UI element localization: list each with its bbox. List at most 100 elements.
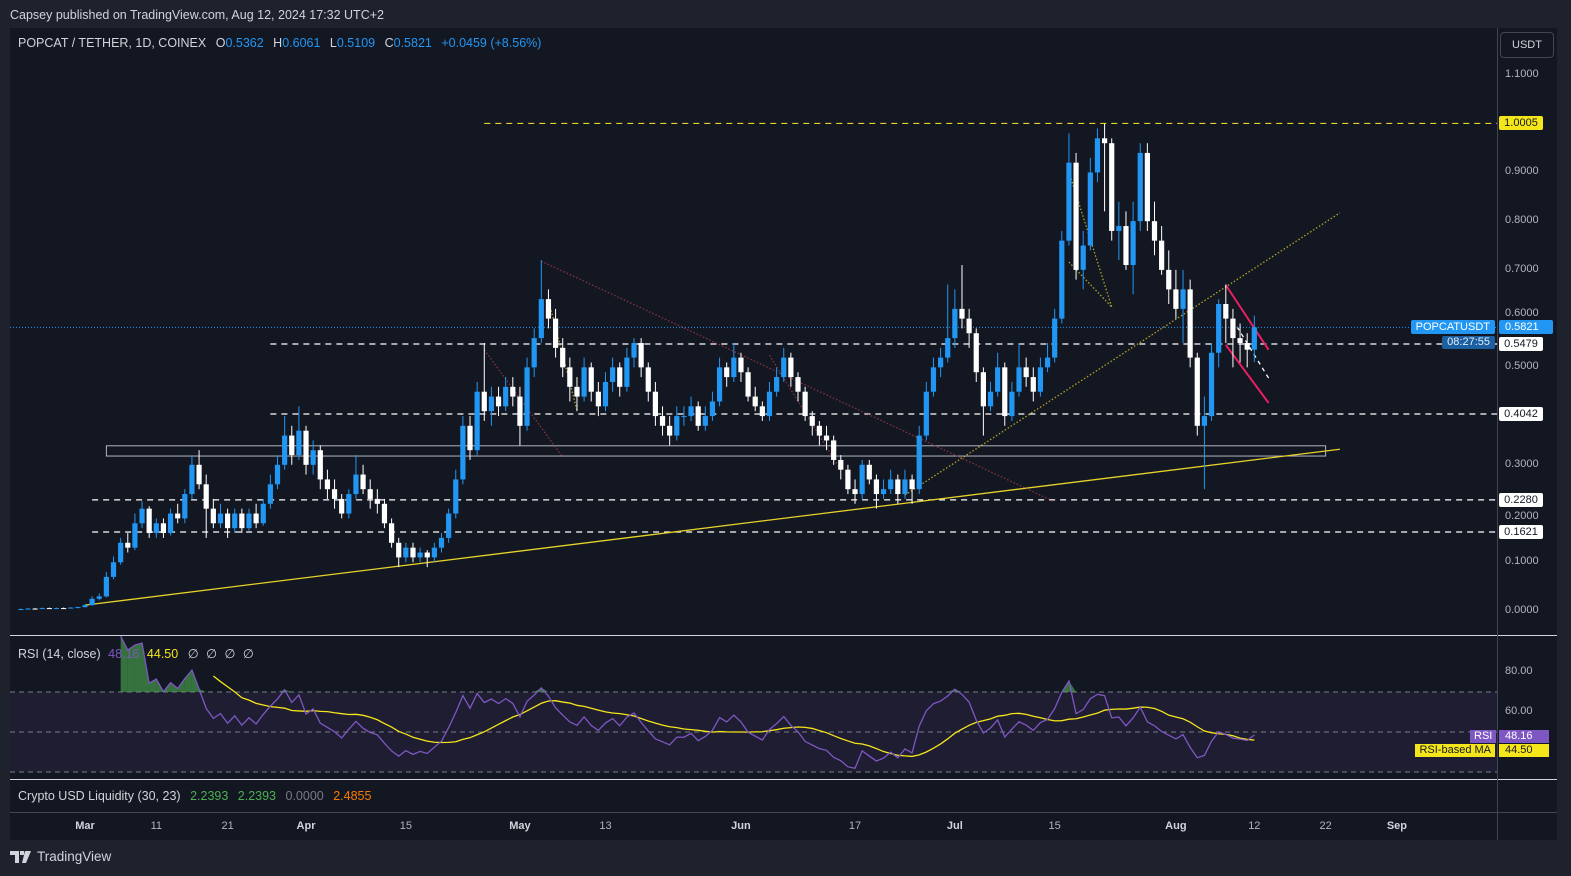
- candle-body[interactable]: [339, 498, 345, 514]
- candle-body[interactable]: [1080, 245, 1086, 270]
- candle-body[interactable]: [89, 598, 95, 606]
- candle-body[interactable]: [296, 430, 302, 456]
- trend-line[interactable]: [483, 349, 564, 458]
- candle-body[interactable]: [567, 367, 573, 387]
- candle-body[interactable]: [909, 479, 915, 490]
- candle-body[interactable]: [331, 489, 338, 499]
- candle-body[interactable]: [282, 435, 288, 465]
- candle-body[interactable]: [196, 464, 202, 485]
- candle-body[interactable]: [388, 523, 395, 543]
- candle-body[interactable]: [1201, 416, 1208, 426]
- candle-body[interactable]: [531, 338, 537, 368]
- candle-body[interactable]: [724, 367, 730, 378]
- candle-body[interactable]: [403, 547, 409, 558]
- candle-body[interactable]: [902, 479, 908, 495]
- candle-body[interactable]: [317, 450, 323, 480]
- candle-body[interactable]: [1094, 138, 1101, 173]
- candle-body[interactable]: [595, 391, 601, 407]
- candle-body[interactable]: [645, 367, 651, 392]
- candle-body[interactable]: [110, 562, 117, 577]
- candle-body[interactable]: [1023, 367, 1029, 378]
- candle-body[interactable]: [353, 474, 359, 495]
- candle-body[interactable]: [53, 608, 60, 610]
- candle-body[interactable]: [1244, 342, 1250, 350]
- candle-body[interactable]: [431, 547, 437, 558]
- candle-body[interactable]: [781, 357, 787, 378]
- candle-body[interactable]: [18, 609, 24, 611]
- candle-body[interactable]: [153, 523, 159, 534]
- candle-body[interactable]: [68, 607, 74, 609]
- candle-body[interactable]: [560, 347, 566, 368]
- candle-body[interactable]: [1208, 352, 1215, 417]
- candle-body[interactable]: [160, 523, 167, 534]
- candle-body[interactable]: [1187, 289, 1193, 358]
- candle-body[interactable]: [709, 401, 716, 417]
- candle-body[interactable]: [25, 608, 31, 610]
- currency-button[interactable]: USDT: [1500, 32, 1554, 58]
- candle-body[interactable]: [852, 489, 858, 495]
- candle-body[interactable]: [1251, 327, 1257, 350]
- candle-body[interactable]: [1137, 152, 1143, 222]
- trend-line[interactable]: [1232, 319, 1270, 379]
- candle-body[interactable]: [1109, 143, 1115, 231]
- candle-body[interactable]: [945, 338, 951, 358]
- candle-body[interactable]: [788, 357, 794, 378]
- candle-body[interactable]: [980, 372, 986, 407]
- candle-body[interactable]: [688, 406, 694, 417]
- candle-body[interactable]: [203, 484, 209, 509]
- candle-body[interactable]: [652, 391, 658, 417]
- candle-body[interactable]: [859, 464, 865, 495]
- candle-body[interactable]: [973, 333, 979, 373]
- candle-body[interactable]: [267, 484, 273, 504]
- candle-body[interactable]: [845, 469, 851, 490]
- candle-body[interactable]: [888, 479, 894, 490]
- candle-body[interactable]: [1052, 318, 1058, 358]
- candle-body[interactable]: [574, 386, 580, 397]
- candle-body[interactable]: [695, 406, 701, 426]
- candle-body[interactable]: [495, 396, 502, 407]
- candle-body[interactable]: [1180, 289, 1186, 309]
- candle-body[interactable]: [795, 377, 801, 392]
- candle-body[interactable]: [731, 357, 737, 378]
- candle-body[interactable]: [503, 386, 509, 407]
- candle-body[interactable]: [46, 608, 52, 610]
- candle-body[interactable]: [381, 503, 388, 524]
- candle-body[interactable]: [217, 513, 224, 524]
- candle-body[interactable]: [1002, 367, 1008, 417]
- candle-body[interactable]: [139, 508, 145, 524]
- candle-body[interactable]: [517, 396, 523, 426]
- candle-body[interactable]: [239, 513, 245, 529]
- candle-body[interactable]: [61, 608, 67, 610]
- candle-body[interactable]: [916, 435, 922, 490]
- candle-body[interactable]: [310, 450, 316, 465]
- candle-body[interactable]: [82, 605, 88, 608]
- trend-line[interactable]: [904, 212, 1341, 496]
- candle-body[interactable]: [374, 498, 380, 504]
- candle-body[interactable]: [752, 396, 758, 407]
- chart-frame[interactable]: [10, 28, 1557, 840]
- candle-body[interactable]: [289, 435, 295, 456]
- candle-body[interactable]: [225, 513, 231, 529]
- candle-body[interactable]: [474, 391, 480, 451]
- candle-body[interactable]: [1044, 357, 1051, 368]
- candle-body[interactable]: [638, 342, 644, 368]
- candle-body[interactable]: [1030, 377, 1036, 392]
- candle-body[interactable]: [438, 537, 445, 548]
- candle-body[interactable]: [581, 367, 587, 397]
- candle-body[interactable]: [1173, 289, 1179, 309]
- candle-body[interactable]: [617, 367, 623, 387]
- candle-body[interactable]: [510, 386, 516, 397]
- candle-body[interactable]: [367, 489, 373, 499]
- trend-line[interactable]: [84, 448, 1340, 606]
- candle-body[interactable]: [132, 523, 138, 548]
- candle-body[interactable]: [253, 513, 259, 524]
- candle-body[interactable]: [716, 367, 723, 402]
- candle-body[interactable]: [488, 396, 495, 412]
- candle-body[interactable]: [880, 489, 887, 495]
- candle-body[interactable]: [1123, 226, 1129, 266]
- candle-body[interactable]: [460, 425, 466, 480]
- candle-body[interactable]: [667, 425, 673, 436]
- candle-body[interactable]: [831, 440, 837, 460]
- candle-body[interactable]: [1066, 162, 1072, 241]
